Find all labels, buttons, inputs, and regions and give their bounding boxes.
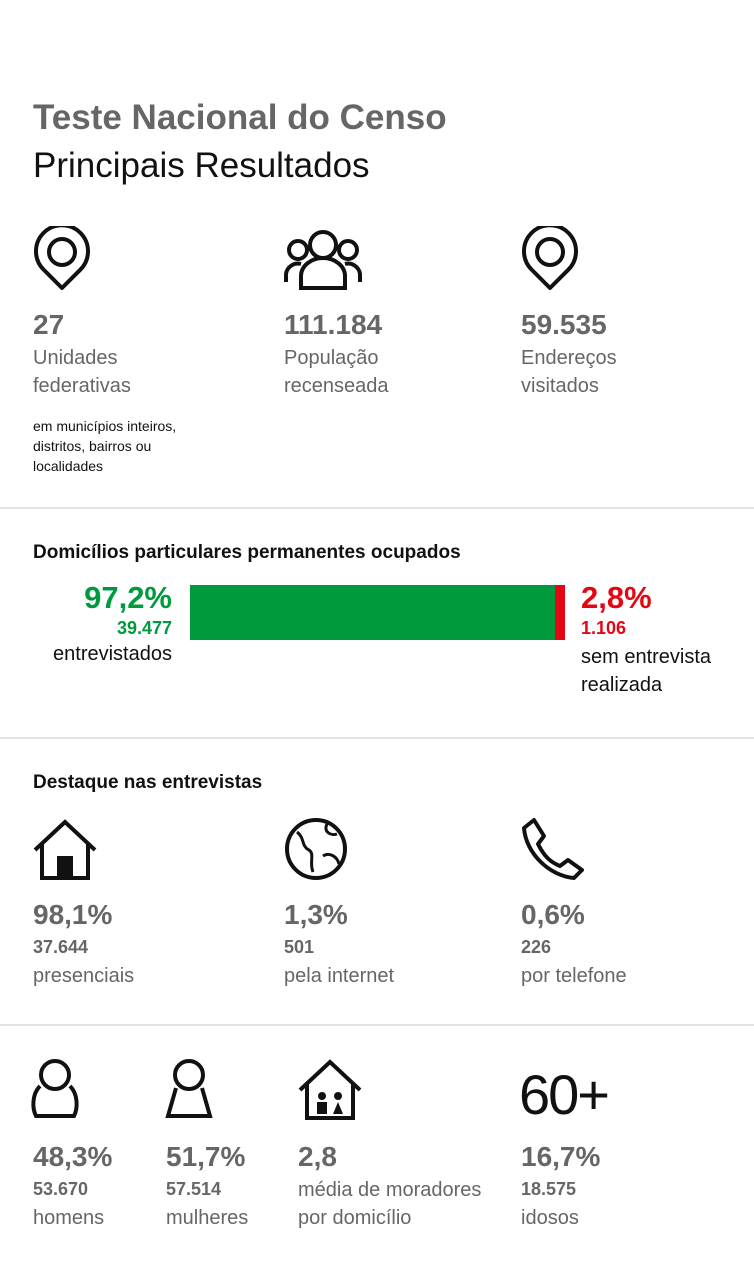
count: 1.106 [581,618,627,638]
title: Teste Nacional do Censo [33,98,447,137]
section-title: Domicílios particulares permanentes ocup… [33,542,461,563]
demo-count: 57.514 [166,1179,222,1199]
summary-label: População recenseada [284,347,389,397]
section-title: Destaque nas entrevistas [33,772,263,793]
label: entrevistados [53,643,172,665]
divider [0,737,754,739]
bar-segment [190,585,555,640]
pin-icon [522,226,578,290]
people-icon [284,230,362,290]
count: 39.477 [116,618,172,638]
interview-count: 226 [521,937,552,957]
demo-value: 16,7% [521,1141,601,1172]
woman-icon [165,1059,213,1118]
right-block: 2,8% 1.106 sem entrevista realizada [581,580,746,699]
demo-label: média de moradores por domicílio [298,1179,482,1229]
subtitle: Principais Resultados [33,146,370,185]
interview-label: pela internet [284,965,395,987]
house-icon [33,819,97,880]
summary-value: 27 [33,309,65,340]
percent: 2,8% [581,580,652,615]
summary-value: 111.184 [284,309,383,340]
interview-value: 0,6% [521,899,585,930]
home-family-icon [298,1059,362,1120]
demo-value: 2,8 [298,1141,337,1172]
interview-value: 1,3% [284,899,348,930]
bar-segment [554,585,565,640]
demo-count: 53.670 [33,1179,89,1199]
man-icon [31,1059,79,1118]
summary-label: Endereços visitados [521,347,617,397]
left-block: 97,2% 39.477 entrevistados [53,580,172,666]
bar [190,585,565,640]
demo-count: 18.575 [521,1179,577,1199]
percent: 97,2% [84,580,172,615]
interview-label: presenciais [33,965,135,987]
divider [0,507,754,509]
phone-icon [522,818,584,880]
label: sem entrevista realizada [581,646,712,696]
demo-label: idosos [521,1207,579,1229]
summary-label: Unidades federativas [33,347,131,397]
demo-value: 51,7% [166,1141,246,1172]
interview-label: por telefone [521,965,627,987]
summary-note: em municípios inteiros, distritos, bairr… [33,418,177,474]
demo-label: homens [33,1207,105,1229]
pin-icon [34,226,90,290]
interview-value: 98,1% [33,899,113,930]
interview-count: 501 [284,937,315,957]
interview-count: 37.644 [33,937,89,957]
icon-text: 60+ [519,1063,610,1126]
summary-value: 59.535 [521,309,607,340]
divider [0,1024,754,1026]
globe-icon [285,818,347,880]
demo-value: 48,3% [33,1141,113,1172]
demo-label: mulheres [166,1207,249,1229]
